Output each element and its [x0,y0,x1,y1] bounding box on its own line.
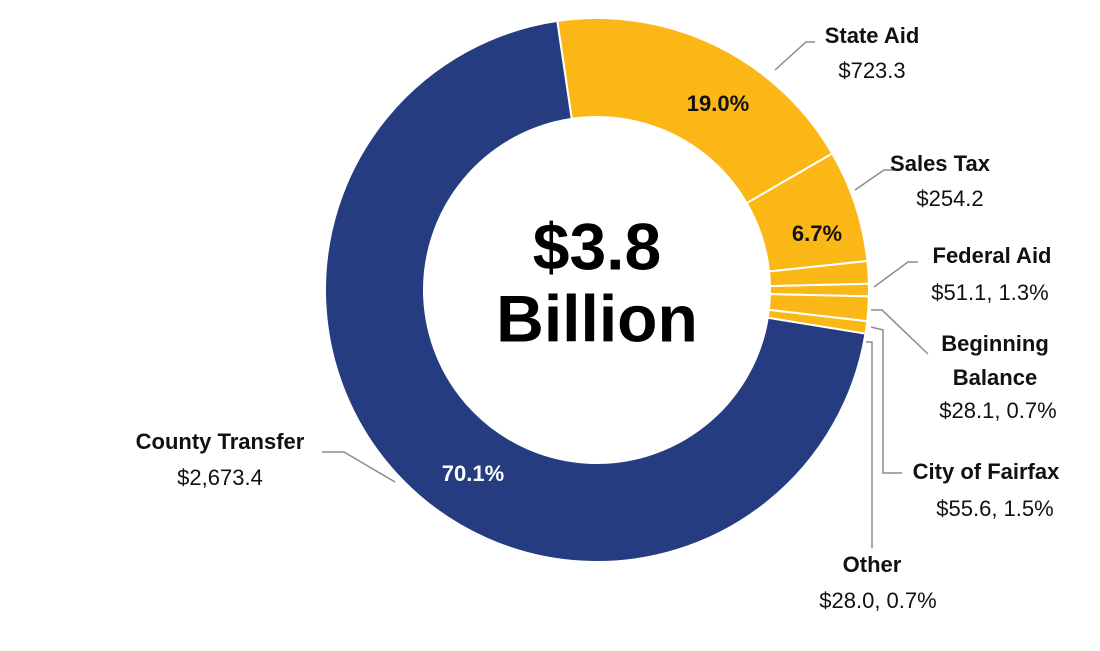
value-label: $2,673.4 [177,465,263,490]
center-label: Billion [496,281,698,355]
leader-line [866,341,873,548]
category-label: State Aid [825,23,920,48]
value-label: $28.0, 0.7% [819,588,936,613]
category-label: Sales Tax [890,151,991,176]
center-label: $3.8 [533,209,661,283]
labels: State Aid $723.3 19.0% Sales Tax $254.2 6.7% F… [136,23,1060,613]
value-label: $723.3 [838,58,905,83]
value-label: $51.1, 1.3% [931,280,1048,305]
category-label: County Transfer [136,429,305,454]
leader-line [322,451,396,483]
percent-label: 6.7% [792,221,842,246]
category-label: Federal Aid [933,243,1052,268]
category-label: City of Fairfax [913,459,1060,484]
leader-line [774,41,815,71]
category-label: Beginning Balance [941,331,1049,390]
value-label: $254.2 [916,186,983,211]
value-label: $55.6, 1.5% [936,496,1053,521]
leader-line [870,326,902,474]
donut-segment [556,17,834,205]
leader-line [873,261,918,288]
category-label: Other [843,552,902,577]
value-label: $28.1, 0.7% [939,398,1056,423]
leader-line [871,309,929,355]
percent-label: 19.0% [687,91,749,116]
leader-line [854,169,894,191]
donut-segment [324,19,867,563]
segments [324,17,871,563]
percent-label: 70.1% [442,461,504,486]
